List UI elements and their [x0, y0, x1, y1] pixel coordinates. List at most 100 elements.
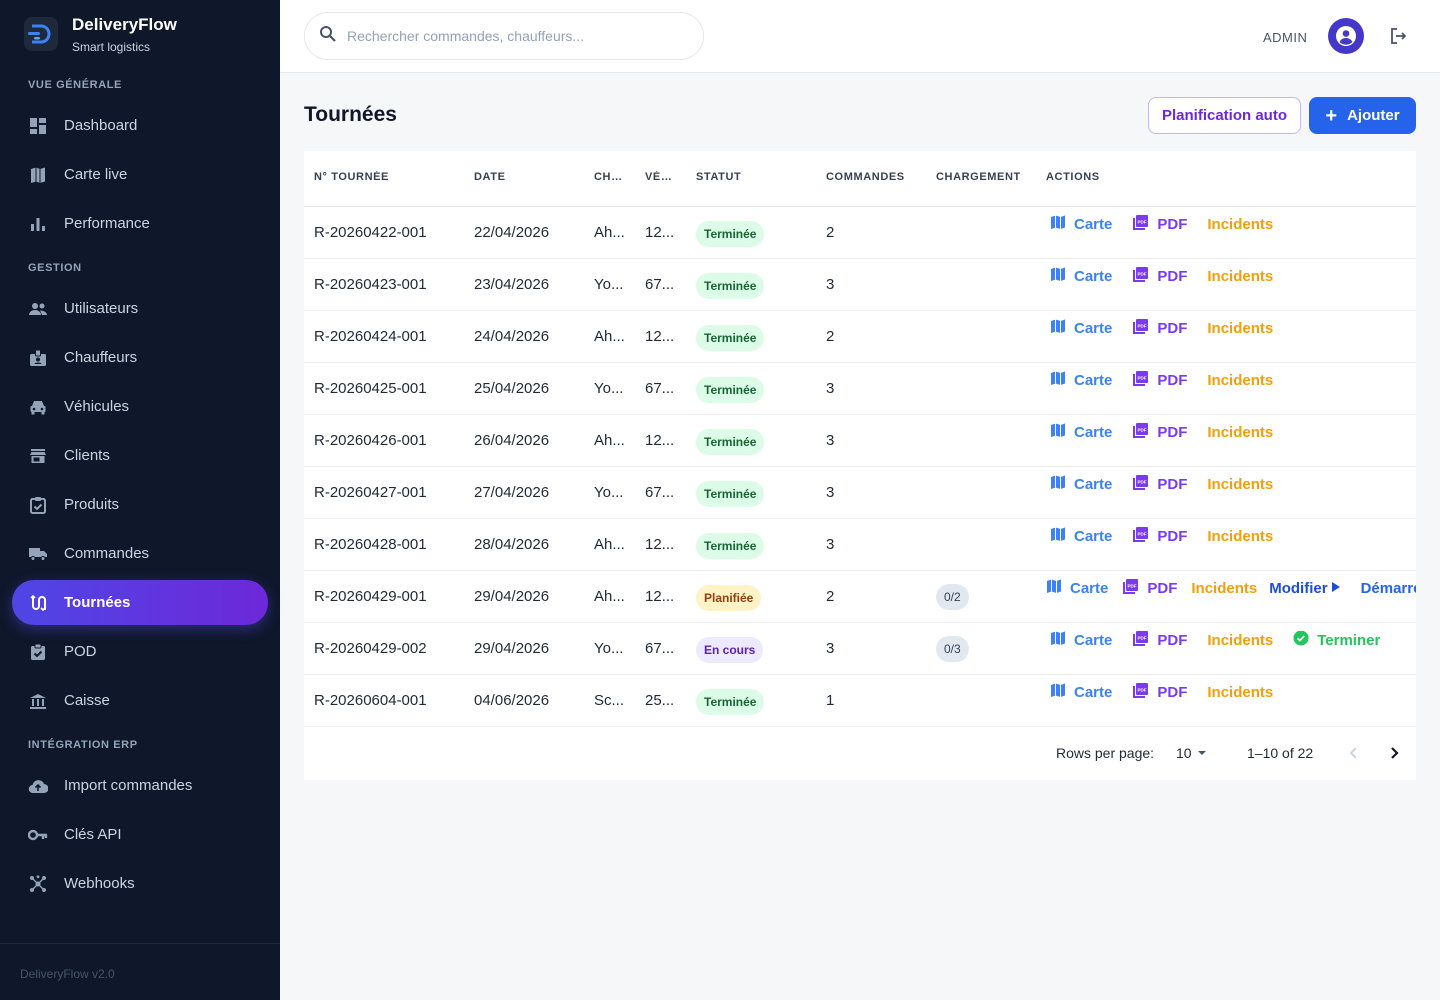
- pdf-action[interactable]: PDF PDF: [1122, 579, 1177, 597]
- rows-per-page-select[interactable]: 10: [1176, 745, 1212, 761]
- sidebar-item-vehicules[interactable]: Véhicules: [12, 384, 268, 429]
- sidebar-item-dashboard[interactable]: Dashboard: [12, 103, 268, 148]
- pdf-action[interactable]: PDF PDF: [1132, 423, 1187, 441]
- pdf-action-label: PDF: [1157, 319, 1188, 337]
- incidents-action[interactable]: Incidents: [1207, 320, 1273, 337]
- sidebar-item-label: Caisse: [64, 692, 110, 709]
- map-action[interactable]: Carte: [1050, 319, 1112, 337]
- map-action[interactable]: Carte: [1050, 683, 1112, 701]
- pdf-action[interactable]: PDF PDF: [1132, 631, 1187, 649]
- pdf-action[interactable]: PDF PDF: [1132, 371, 1187, 389]
- incidents-action[interactable]: Incidents: [1207, 268, 1273, 285]
- map-action-label: Carte: [1074, 683, 1113, 701]
- map-action[interactable]: Carte: [1050, 215, 1112, 233]
- sidebar-item-webhooks[interactable]: Webhooks: [12, 861, 268, 906]
- col-status[interactable]: STATUT: [696, 171, 742, 183]
- table-row[interactable]: R-20260424-001 24/04/2026 Ah... 12... Termin…: [304, 311, 1416, 363]
- search-input[interactable]: [347, 28, 687, 44]
- sidebar-item-pod[interactable]: POD: [12, 629, 268, 674]
- map-icon: [1050, 475, 1074, 493]
- pdf-icon: PDF: [1132, 267, 1157, 285]
- svg-text:PDF: PDF: [1138, 427, 1147, 432]
- tour-driver: Yo...: [594, 640, 624, 657]
- incidents-action-label: Incidents: [1207, 267, 1274, 285]
- pdf-action[interactable]: PDF PDF: [1132, 475, 1187, 493]
- incidents-action[interactable]: Incidents: [1207, 684, 1273, 701]
- search-box[interactable]: [304, 12, 704, 60]
- map-action[interactable]: Carte: [1050, 371, 1112, 389]
- avatar[interactable]: [1328, 18, 1364, 54]
- col-orders[interactable]: COMMANDES: [826, 171, 905, 183]
- cloud-upload-icon: [28, 776, 48, 796]
- truck-icon: [28, 544, 48, 564]
- pdf-action[interactable]: PDF PDF: [1132, 215, 1187, 233]
- table-row[interactable]: R-20260429-002 29/04/2026 Yo... 67... En cou…: [304, 623, 1416, 675]
- col-driver[interactable]: CHAUFFEUR: [594, 171, 624, 183]
- sidebar-item-import-commandes[interactable]: Import commandes: [12, 763, 268, 808]
- tour-orders-count: 3: [826, 640, 835, 657]
- table-row[interactable]: R-20260422-001 22/04/2026 Ah... 12... Termin…: [304, 207, 1416, 259]
- table-row[interactable]: R-20260604-001 04/06/2026 Sc... 25... Termin…: [304, 675, 1416, 727]
- sidebar-item-tournees[interactable]: Tournées: [12, 580, 268, 625]
- finish-action[interactable]: Terminer: [1293, 631, 1380, 649]
- map-icon: [1050, 423, 1074, 441]
- sidebar-item-label: Dashboard: [64, 117, 138, 134]
- previous-page-icon[interactable]: [1344, 743, 1364, 763]
- tour-driver: Ah...: [594, 588, 625, 605]
- col-tour-number[interactable]: N° TOURNÉE: [314, 171, 389, 183]
- col-date[interactable]: DATE: [474, 171, 506, 183]
- sidebar-item-carte-live[interactable]: Carte live: [12, 152, 268, 197]
- brand-name: DeliveryFlow: [72, 14, 177, 34]
- next-page-icon[interactable]: [1384, 743, 1404, 763]
- table-row[interactable]: R-20260429-001 29/04/2026 Ah... 12... Planif…: [304, 571, 1416, 623]
- add-button[interactable]: + Ajouter: [1309, 97, 1416, 134]
- table-row[interactable]: R-20260427-001 27/04/2026 Yo... 67... Termin…: [304, 467, 1416, 519]
- pdf-action[interactable]: PDF PDF: [1132, 267, 1187, 285]
- tour-vehicle: 12...: [645, 588, 675, 605]
- pdf-action[interactable]: PDF PDF: [1132, 683, 1187, 701]
- sidebar-item-clients[interactable]: Clients: [12, 433, 268, 478]
- table-row[interactable]: R-20260426-001 26/04/2026 Ah... 12... Termin…: [304, 415, 1416, 467]
- pdf-action-label: PDF: [1157, 631, 1188, 649]
- app-version: DeliveryFlow v2.0: [20, 967, 115, 981]
- tour-vehicle: 67...: [645, 640, 675, 657]
- table-row[interactable]: R-20260428-001 28/04/2026 Ah... 12... Termin…: [304, 519, 1416, 571]
- tour-date: 24/04/2026: [474, 328, 550, 345]
- sidebar-item-performance[interactable]: Performance: [12, 201, 268, 246]
- map-action[interactable]: Carte: [1050, 631, 1112, 649]
- incidents-action[interactable]: Incidents: [1207, 424, 1273, 441]
- map-action[interactable]: Carte: [1050, 423, 1112, 441]
- incidents-action[interactable]: Incidents: [1207, 528, 1273, 545]
- sidebar-item-produits[interactable]: Produits: [12, 482, 268, 527]
- rows-per-page-label: Rows per page:: [1056, 745, 1155, 761]
- col-vehicle[interactable]: VÉHICULE: [645, 171, 675, 183]
- sidebar-item-utilisateurs[interactable]: Utilisateurs: [12, 286, 268, 331]
- map-action[interactable]: Carte: [1046, 579, 1108, 597]
- logout-icon[interactable]: [1388, 26, 1408, 46]
- pdf-action[interactable]: PDF PDF: [1132, 319, 1187, 337]
- map-action[interactable]: Carte: [1050, 527, 1112, 545]
- topbar: ADMIN: [280, 0, 1440, 73]
- brand-logo-icon: [24, 17, 58, 51]
- start-action[interactable]: Démarrer: [1361, 580, 1416, 597]
- sidebar-item-commandes[interactable]: Commandes: [12, 531, 268, 576]
- pdf-action[interactable]: PDF PDF: [1132, 527, 1187, 545]
- map-action[interactable]: Carte: [1050, 475, 1112, 493]
- col-loading[interactable]: CHARGEMENT: [936, 171, 1021, 183]
- sidebar-item-cles-api[interactable]: Clés API: [12, 812, 268, 857]
- sidebar-item-label: Chauffeurs: [64, 349, 138, 366]
- map-action[interactable]: Carte: [1050, 267, 1112, 285]
- incidents-action[interactable]: Incidents: [1207, 372, 1273, 389]
- map-icon: [1050, 267, 1074, 285]
- incidents-action[interactable]: Incidents: [1207, 632, 1273, 649]
- incidents-action[interactable]: Incidents: [1207, 216, 1273, 233]
- table-row[interactable]: R-20260425-001 25/04/2026 Yo... 67... Termin…: [304, 363, 1416, 415]
- brand[interactable]: DeliveryFlow Smart logistics: [24, 12, 177, 56]
- incidents-action[interactable]: Incidents: [1207, 476, 1273, 493]
- modify-action[interactable]: Modifier: [1269, 580, 1348, 597]
- sidebar-item-caisse[interactable]: Caisse: [12, 678, 268, 723]
- auto-planning-button[interactable]: Planification auto: [1148, 97, 1301, 134]
- table-row[interactable]: R-20260423-001 23/04/2026 Yo... 67... Termin…: [304, 259, 1416, 311]
- sidebar-item-chauffeurs[interactable]: Chauffeurs: [12, 335, 268, 380]
- incidents-action[interactable]: Incidents: [1191, 580, 1257, 597]
